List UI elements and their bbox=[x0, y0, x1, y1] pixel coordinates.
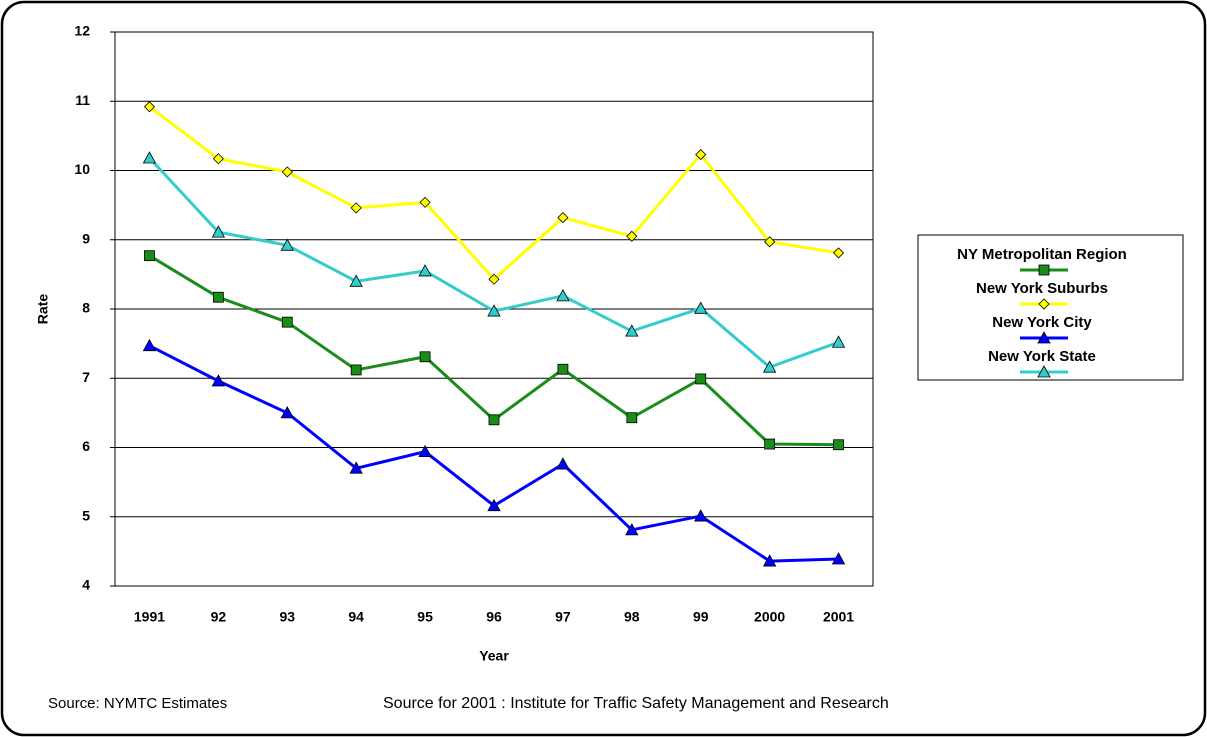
data-point bbox=[695, 149, 707, 161]
data-point bbox=[281, 166, 293, 178]
data-point bbox=[625, 324, 639, 337]
data-point bbox=[488, 414, 500, 426]
legend-label: NY Metropolitan Region bbox=[957, 246, 1127, 263]
data-point bbox=[831, 552, 846, 565]
data-point bbox=[833, 439, 844, 451]
y-tick-label: 7 bbox=[82, 369, 90, 385]
x-tick-label: 93 bbox=[279, 609, 295, 625]
data-point bbox=[556, 289, 570, 302]
data-point bbox=[625, 523, 639, 536]
data-point bbox=[831, 335, 846, 348]
x-tick-label: 95 bbox=[417, 609, 433, 625]
data-point bbox=[212, 153, 224, 165]
x-tick-label: 99 bbox=[693, 609, 709, 625]
legend-label: New York City bbox=[992, 314, 1092, 331]
data-point bbox=[280, 406, 294, 419]
data-point bbox=[350, 364, 362, 376]
y-tick-label: 6 bbox=[82, 438, 90, 454]
data-point bbox=[695, 373, 707, 385]
data-point bbox=[764, 438, 776, 450]
x-tick-label: 96 bbox=[486, 609, 502, 625]
data-point bbox=[626, 230, 638, 242]
data-point bbox=[694, 301, 708, 314]
footnote: Source: NYMTC Estimates bbox=[48, 695, 227, 712]
data-point bbox=[418, 264, 432, 277]
legend-marker bbox=[1037, 331, 1051, 344]
data-point bbox=[211, 374, 226, 387]
data-point bbox=[762, 554, 777, 567]
y-tick-label: 5 bbox=[82, 507, 90, 523]
y-tick-label: 10 bbox=[74, 161, 90, 177]
x-tick-label: 97 bbox=[555, 609, 571, 625]
data-point bbox=[694, 509, 708, 522]
legend-marker bbox=[1038, 298, 1050, 310]
data-point bbox=[142, 151, 157, 164]
legend-marker bbox=[1038, 264, 1050, 276]
data-point bbox=[280, 238, 294, 251]
data-point bbox=[143, 101, 156, 113]
x-tick-label: 1991 bbox=[134, 609, 165, 625]
data-point bbox=[144, 250, 155, 262]
data-point bbox=[349, 461, 363, 474]
data-point bbox=[418, 444, 432, 458]
data-point bbox=[762, 360, 777, 373]
y-tick-label: 8 bbox=[82, 300, 90, 316]
y-tick-label: 12 bbox=[74, 23, 90, 39]
x-tick-label: 94 bbox=[348, 609, 364, 625]
data-point bbox=[557, 212, 569, 224]
x-axis-label: Year bbox=[479, 648, 509, 664]
legend bbox=[917, 234, 1184, 381]
data-point bbox=[488, 273, 500, 285]
data-point bbox=[212, 291, 224, 303]
data-point bbox=[419, 351, 431, 363]
data-point bbox=[557, 363, 569, 375]
data-point bbox=[211, 225, 226, 238]
y-tick-label: 9 bbox=[82, 230, 90, 246]
data-point bbox=[764, 236, 776, 248]
data-point bbox=[487, 498, 501, 512]
legend-label: New York Suburbs bbox=[976, 280, 1108, 297]
data-point bbox=[626, 412, 638, 424]
y-tick-label: 11 bbox=[75, 92, 90, 108]
data-point bbox=[487, 304, 501, 317]
x-tick-label: 2000 bbox=[754, 609, 785, 625]
data-point bbox=[832, 247, 845, 259]
y-axis-label: Rate bbox=[35, 294, 51, 325]
data-point bbox=[281, 316, 293, 328]
data-point bbox=[350, 202, 362, 214]
data-point bbox=[349, 274, 363, 287]
x-tick-label: 2001 bbox=[823, 609, 854, 625]
x-tick-label: 92 bbox=[211, 609, 227, 625]
y-tick-label: 4 bbox=[82, 577, 90, 593]
data-point bbox=[556, 457, 570, 470]
data-point bbox=[419, 196, 431, 208]
legend-label: New York State bbox=[988, 348, 1096, 365]
legend-marker bbox=[1037, 365, 1051, 378]
data-point bbox=[142, 338, 157, 352]
footnote: Source for 2001 : Institute for Traffic … bbox=[383, 695, 889, 712]
x-tick-label: 98 bbox=[624, 609, 640, 625]
